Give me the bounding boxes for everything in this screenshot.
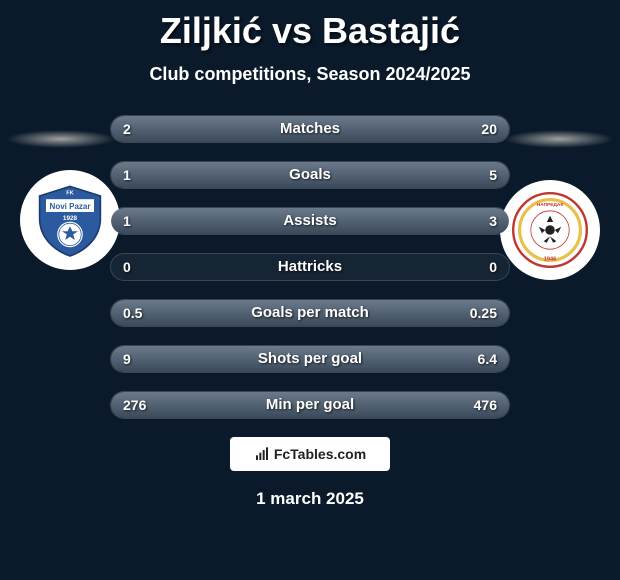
stat-row: 276476Min per goal — [110, 391, 510, 419]
stat-label: Matches — [111, 116, 509, 142]
left-badge-shadow — [6, 130, 116, 148]
svg-text:FK: FK — [66, 190, 73, 196]
svg-text:1946: 1946 — [544, 256, 556, 262]
stat-label: Min per goal — [111, 392, 509, 418]
stat-row: 220Matches — [110, 115, 510, 143]
stats-container: 220Matches 15Goals 13Assists 00Hattricks 0.5… — [110, 115, 510, 419]
svg-text:1928: 1928 — [63, 215, 78, 222]
chart-icon — [254, 446, 270, 462]
right-team-badge: НАПРЕДАК 1946 — [500, 180, 600, 280]
page-title: Ziljkić vs Bastajić — [0, 0, 620, 52]
stat-label: Shots per goal — [111, 346, 509, 372]
shield-icon: Novi Pazar FK 1928 — [30, 180, 110, 260]
stat-row: 13Assists — [110, 207, 510, 235]
stat-label: Goals — [111, 162, 509, 188]
site-logo[interactable]: FcTables.com — [230, 437, 390, 471]
svg-text:Novi Pazar: Novi Pazar — [50, 202, 91, 211]
right-badge-shadow — [504, 130, 614, 148]
stat-label: Goals per match — [111, 300, 509, 326]
svg-text:НАПРЕДАК: НАПРЕДАК — [537, 202, 564, 208]
stat-label: Assists — [111, 208, 509, 234]
stat-label: Hattricks — [111, 254, 509, 280]
footer-date: 1 march 2025 — [0, 489, 620, 509]
left-team-badge: Novi Pazar FK 1928 — [20, 170, 120, 270]
site-name: FcTables.com — [274, 446, 366, 462]
page-subtitle: Club competitions, Season 2024/2025 — [0, 64, 620, 85]
stat-row: 00Hattricks — [110, 253, 510, 281]
stat-row: 96.4Shots per goal — [110, 345, 510, 373]
stat-row: 15Goals — [110, 161, 510, 189]
stat-row: 0.50.25Goals per match — [110, 299, 510, 327]
crest-icon: НАПРЕДАК 1946 — [510, 190, 590, 270]
